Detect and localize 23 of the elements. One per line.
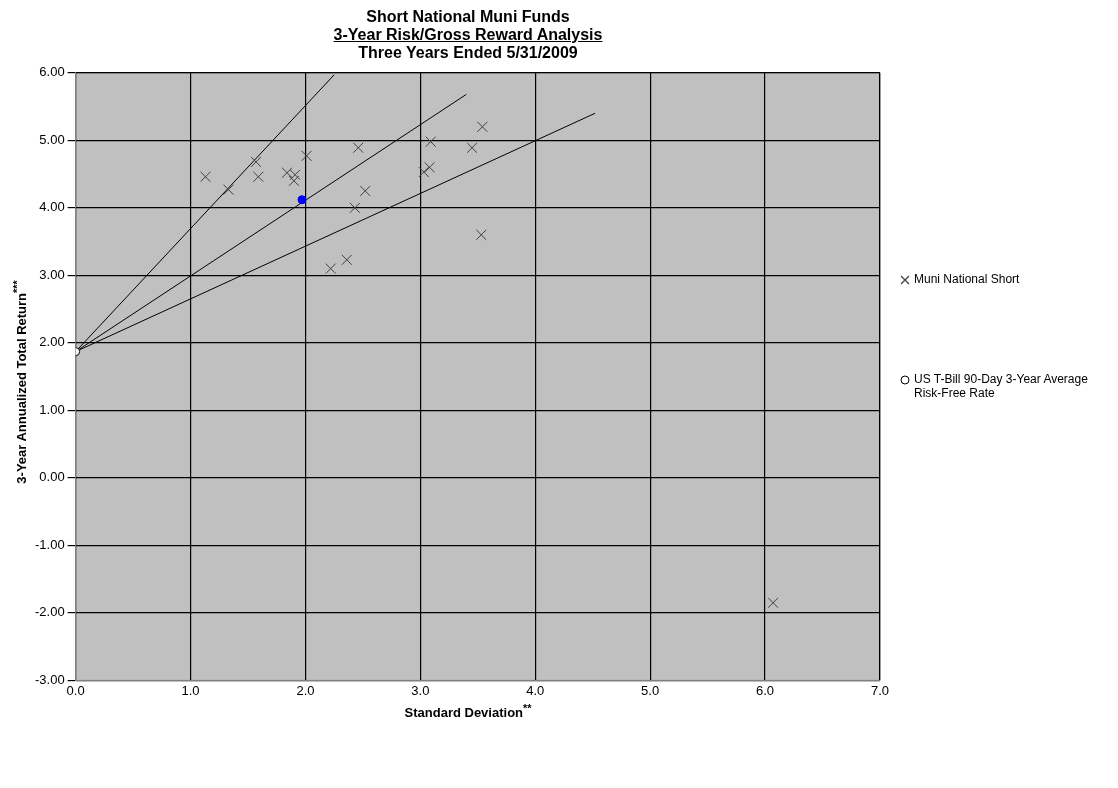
y-tick-label: 1.00 — [39, 401, 65, 417]
y-tick-label: 2.00 — [39, 334, 65, 350]
y-tick-label: 6.00 — [39, 64, 65, 80]
x-axis-title: Standard Deviation$^{**}$ — [403, 702, 533, 721]
y-tick-label: -3.00 — [34, 671, 65, 687]
y-tick-label: -1.00 — [34, 536, 65, 552]
legend-label: Muni National Short — [914, 272, 1020, 286]
x-tick-label: 1.0 — [181, 682, 200, 698]
x-tick-label: 5.0 — [641, 682, 660, 698]
chart-title: Short National Muni Funds — [365, 8, 571, 26]
x-tick-label: 3.0 — [411, 682, 430, 698]
y-tick-label: 0.00 — [39, 469, 65, 485]
x-tick-label: 0.0 — [66, 682, 85, 698]
x-tick-label: 7.0 — [870, 682, 889, 698]
x-tick-label: 4.0 — [526, 682, 545, 698]
x-tick-label: 2.0 — [296, 682, 315, 698]
x-tick-label: 6.0 — [756, 682, 775, 698]
y-tick-label: -2.00 — [34, 604, 65, 620]
chart-subtitle: 3-Year Risk/Gross Reward Analysis Three Years Ended 5/31/2009 — [332, 26, 604, 62]
y-tick-label: 3.00 — [39, 266, 65, 282]
legend-label: US T-Bill 90-Day 3-Year Average Risk-Free Rate — [914, 372, 1089, 400]
y-tick-label: 5.00 — [39, 131, 65, 147]
y-tick-label: 4.00 — [39, 199, 65, 215]
